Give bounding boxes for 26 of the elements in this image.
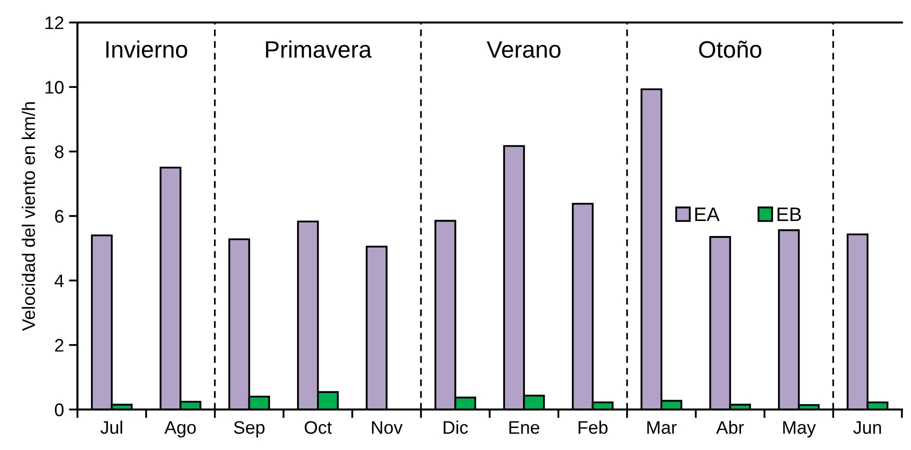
y-tick-label: 4 bbox=[54, 274, 64, 288]
y-tick-label: 6 bbox=[55, 210, 64, 223]
x-tick-label: Jun bbox=[853, 421, 881, 434]
y-tick-label: 2 bbox=[55, 338, 64, 352]
annotation: Invierno bbox=[106, 40, 188, 58]
x-tick-label: Ene bbox=[509, 421, 540, 434]
x-tick-label: Nov bbox=[372, 421, 403, 434]
y-tick-label: 12 bbox=[46, 16, 64, 30]
legend-label: EB bbox=[778, 208, 801, 222]
y-tick-label: 10 bbox=[46, 80, 64, 94]
x-tick-label: Jul bbox=[100, 420, 122, 434]
annotation: Primavera bbox=[266, 40, 372, 58]
annotation: Verano bbox=[486, 41, 560, 58]
x-tick-label: Dic bbox=[444, 420, 468, 434]
x-tick-label: Feb bbox=[578, 420, 608, 434]
x-tick-label: Ago bbox=[164, 421, 196, 438]
x-tick-label: Oct bbox=[304, 421, 332, 434]
y-axis-title: Velocidad del viento en km/h bbox=[22, 102, 36, 331]
legend-label: EA bbox=[695, 208, 720, 222]
x-tick-label: Mar bbox=[647, 421, 677, 434]
x-tick-label: Sep bbox=[234, 421, 265, 438]
annotation: Otoño bbox=[699, 40, 762, 58]
x-tick-label: May bbox=[783, 421, 816, 438]
x-tick-label: Abr bbox=[716, 420, 744, 434]
y-tick-label: 8 bbox=[54, 145, 64, 158]
y-tick-label: 0 bbox=[54, 403, 64, 416]
